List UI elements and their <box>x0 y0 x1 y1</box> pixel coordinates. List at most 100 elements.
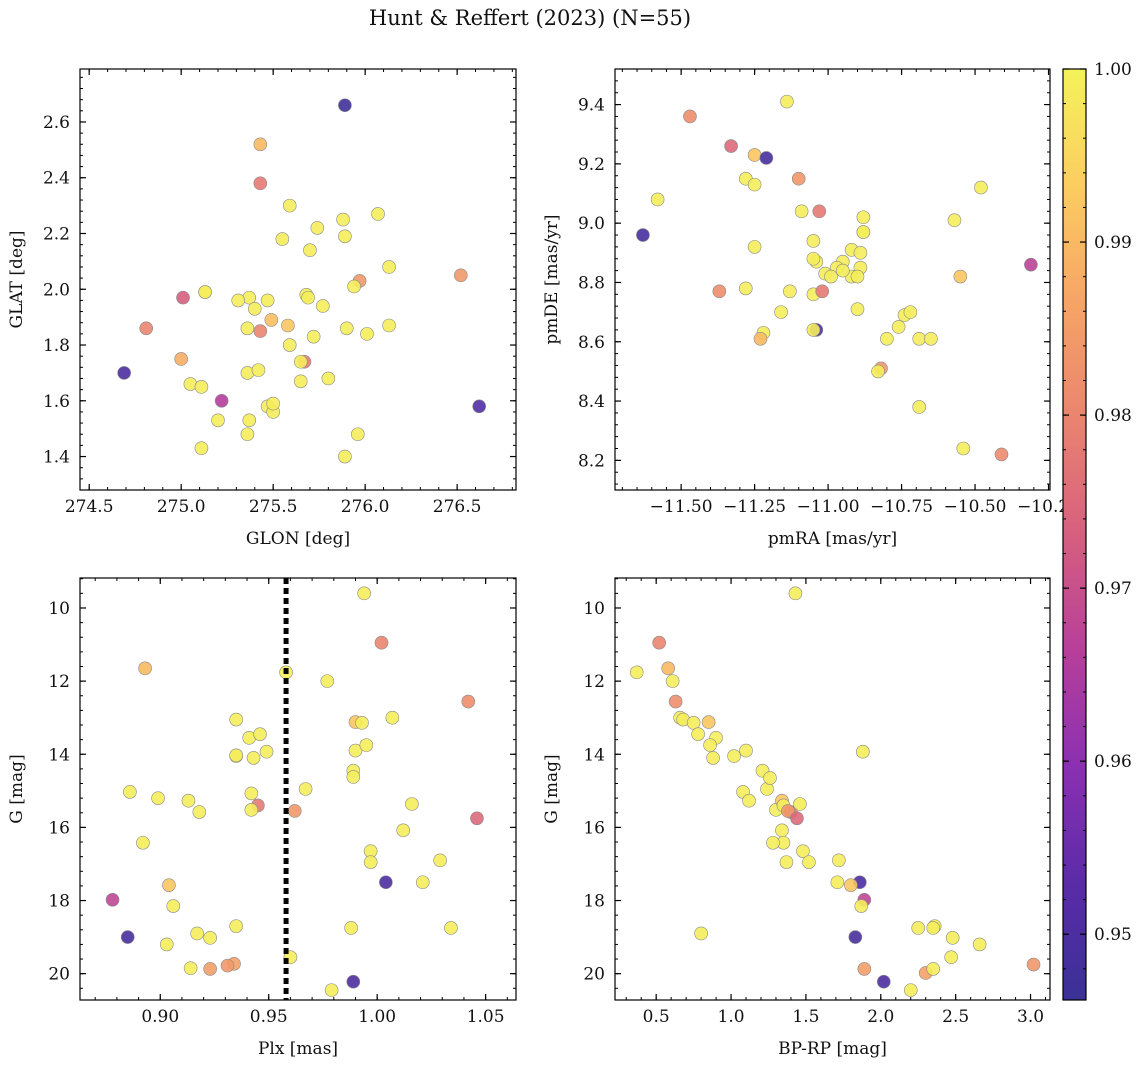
y-tick-label: 10 <box>48 599 70 619</box>
data-point <box>174 352 188 366</box>
data-point <box>945 931 960 945</box>
axes-frame <box>614 577 1051 1001</box>
data-point <box>194 380 209 394</box>
colorbar-tick-label: 0.96 <box>1094 752 1132 772</box>
data-point <box>151 791 165 805</box>
data-point <box>763 771 777 785</box>
y-tick-label: 9.0 <box>578 214 605 234</box>
y-tick-label: 2.0 <box>43 280 70 300</box>
data-point <box>727 749 741 763</box>
data-point <box>835 263 850 278</box>
data-point <box>287 804 302 818</box>
data-point <box>788 586 803 601</box>
data-point <box>347 279 361 294</box>
data-point <box>911 921 926 935</box>
data-point <box>336 212 350 227</box>
data-point <box>912 331 927 346</box>
data-point <box>350 427 365 442</box>
data-point <box>123 785 137 799</box>
data-point <box>701 715 716 729</box>
x-tick-label: 0.5 <box>643 1007 670 1027</box>
x-tick-label: 276.0 <box>341 497 390 517</box>
data-point <box>470 811 484 826</box>
data-point <box>712 284 727 299</box>
data-point <box>796 844 810 858</box>
data-point <box>856 744 870 759</box>
data-point <box>461 694 476 709</box>
colorbar-tick-label: 0.99 <box>1094 233 1132 253</box>
data-point <box>117 366 131 380</box>
data-point <box>774 305 788 319</box>
data-point <box>793 797 807 811</box>
data-point <box>944 950 958 965</box>
data-point <box>856 225 871 239</box>
data-point <box>231 293 246 308</box>
data-point <box>360 327 374 341</box>
data-point <box>691 727 705 741</box>
data-point <box>244 786 259 801</box>
data-point <box>830 875 845 890</box>
data-point <box>706 751 720 765</box>
data-point <box>301 290 315 305</box>
y-tick-label: 9.4 <box>578 96 605 116</box>
data-point <box>316 299 330 313</box>
points <box>629 586 1041 997</box>
data-point <box>738 281 753 296</box>
colorbar-tick-label: 0.98 <box>1094 406 1132 426</box>
data-point <box>956 441 971 456</box>
x-axis-label: BP-RP [mag] <box>778 1039 887 1059</box>
data-point <box>683 109 697 124</box>
data-point <box>339 321 354 336</box>
data-point <box>247 301 262 316</box>
data-point <box>405 797 419 811</box>
data-point <box>253 137 268 152</box>
data-point <box>379 875 393 890</box>
data-point <box>812 204 827 219</box>
y-axis-label: G [mag] <box>542 754 562 823</box>
x-tick-label: −11.50 <box>650 497 713 517</box>
x-tick-label: −10.75 <box>870 497 933 517</box>
axes-frame <box>614 68 1051 491</box>
data-point <box>665 674 680 688</box>
data-point <box>848 930 863 944</box>
data-point <box>1026 957 1041 972</box>
data-point <box>926 962 941 976</box>
x-tick-label: 1.05 <box>467 1007 505 1027</box>
data-point <box>385 710 400 725</box>
x-tick-label: −10.50 <box>944 497 1007 517</box>
y-axis-label: GLAT [deg] <box>7 230 27 328</box>
y-tick-label: 8.2 <box>578 451 605 471</box>
y-tick-label: 14 <box>583 745 605 765</box>
data-point <box>652 635 666 650</box>
y-tick-label: 20 <box>48 965 70 985</box>
data-point <box>775 823 789 838</box>
data-point <box>629 665 644 680</box>
data-point <box>240 427 255 442</box>
data-point <box>382 260 396 274</box>
colorbar-tick-label: 0.97 <box>1094 579 1132 599</box>
data-point <box>694 926 708 941</box>
y-tick-label: 8.6 <box>578 333 605 353</box>
y-axis-label: G [mag] <box>7 754 27 823</box>
data-point <box>947 213 962 228</box>
data-point <box>759 151 774 165</box>
data-point <box>636 228 650 242</box>
data-point <box>854 899 869 913</box>
data-point <box>747 240 762 254</box>
data-point <box>363 855 378 869</box>
y-tick-label: 2.6 <box>43 113 70 133</box>
colorbar: 0.95 0.96 0.97 0.98 0.99 1.00 <box>1062 60 1132 1001</box>
data-point <box>282 198 297 213</box>
data-point <box>138 661 152 676</box>
data-point <box>240 321 255 336</box>
data-point <box>724 139 738 153</box>
data-point <box>856 210 871 225</box>
y-tick-label: 14 <box>48 745 70 765</box>
y-tick-label: 8.4 <box>578 392 605 412</box>
data-point <box>454 268 468 283</box>
colorbar-tick-label: 0.95 <box>1094 925 1132 945</box>
data-point <box>650 192 665 207</box>
data-point <box>259 744 274 759</box>
data-point <box>338 449 352 464</box>
x-tick-label: 1.00 <box>358 1007 396 1027</box>
